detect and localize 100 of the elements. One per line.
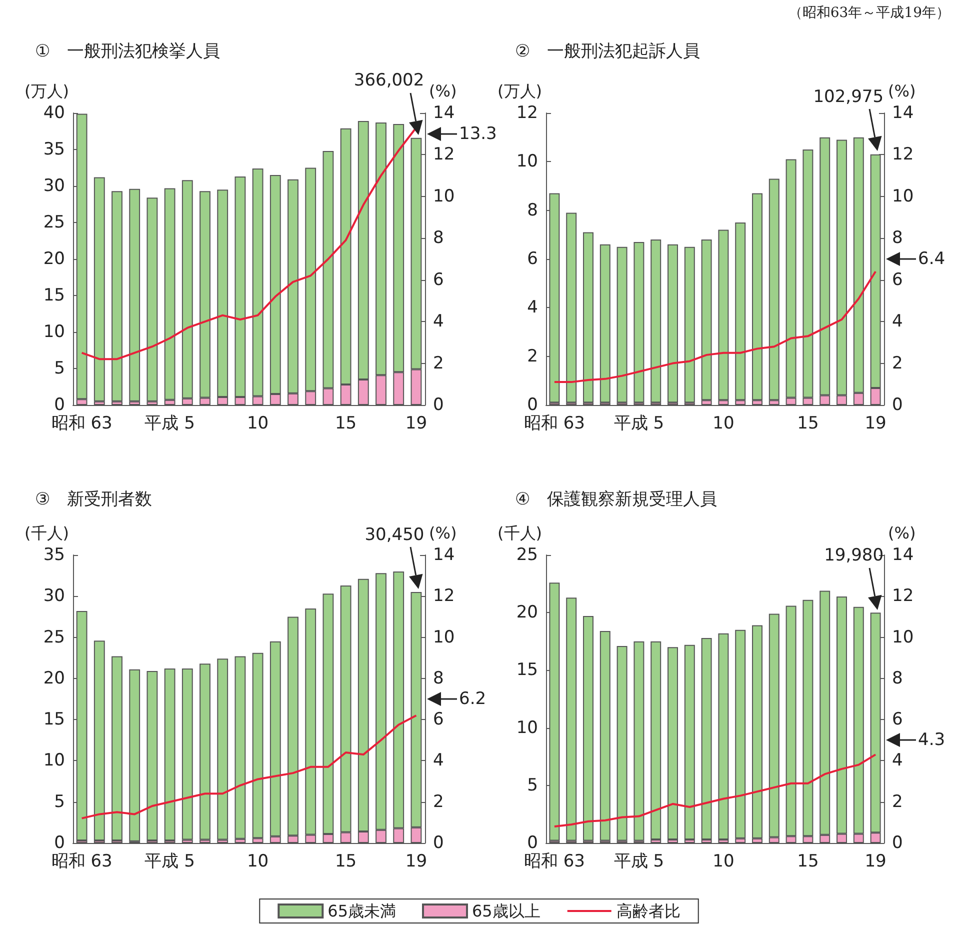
y-tick-label: 10	[516, 152, 538, 172]
y2-tick-label: 14	[433, 103, 455, 123]
x-tick-label: 15	[334, 852, 357, 872]
x-tick-label: 平成 5	[614, 852, 664, 872]
y2-tick-label: 4	[433, 750, 444, 771]
text: 4.3	[918, 730, 946, 750]
annotation: 366,002	[354, 70, 424, 90]
y-tick-label: 15	[43, 286, 65, 306]
text: （昭和63年～平成19年）	[788, 5, 950, 21]
y2-tick-label: 14	[433, 545, 455, 565]
y2-tick-label: 8	[892, 228, 903, 248]
y2-tick-label: 0	[892, 395, 903, 415]
y2-axis-title: (%)	[429, 82, 457, 100]
y-tick-label: 25	[516, 545, 538, 565]
y2-axis-title: (%)	[888, 524, 916, 542]
y-tick-label: 0	[54, 395, 65, 415]
y-tick-label: 15	[516, 660, 538, 680]
x-tick-label: 平成 5	[144, 414, 195, 434]
x-tick-label: 15	[334, 414, 357, 434]
x-tick-label: 10	[712, 414, 734, 434]
x-tick-label: 15	[797, 852, 819, 872]
y-tick-label: 0	[527, 833, 538, 853]
annotation: 19,980	[824, 545, 884, 566]
y-tick-label: 40	[43, 103, 65, 123]
y2-tick-label: 14	[892, 545, 914, 565]
legend-label: 65歳未満	[328, 902, 396, 920]
x-tick-label: 10	[246, 414, 269, 434]
y2-tick-label: 14	[892, 103, 914, 123]
y2-tick-label: 6	[892, 270, 903, 290]
y-tick-label: 35	[43, 545, 65, 565]
legend-label: 高齢者比	[616, 902, 680, 920]
y2-tick-label: 12	[433, 586, 455, 606]
x-tick-label: 19	[405, 414, 428, 434]
y2-tick-label: 10	[892, 627, 914, 648]
y-tick-label: 30	[43, 176, 65, 196]
y2-tick-label: 2	[433, 792, 444, 812]
y2-tick-label: 0	[892, 833, 903, 853]
legend-label: 65歳以上	[472, 902, 540, 920]
y-axis-title: (万人)	[24, 82, 69, 100]
y-tick-label: 5	[527, 775, 538, 796]
chart-title: ③ 新受刑者数	[35, 490, 152, 510]
x-tick-label: 10	[246, 852, 269, 872]
y-tick-label: 25	[43, 627, 65, 648]
x-tick-label: 10	[712, 852, 734, 872]
y-axis-title: (万人)	[498, 82, 542, 100]
chart-title: ① 一般刑法犯検挙人員	[35, 42, 220, 62]
x-tick-label: 平成 5	[614, 414, 664, 434]
text: 6.2	[459, 689, 486, 709]
y2-tick-label: 8	[892, 668, 903, 688]
y2-tick-label: 6	[433, 710, 444, 730]
y-tick-label: 30	[43, 586, 65, 606]
x-tick-label: 昭和 63	[524, 414, 585, 434]
y2-axis-title: (%)	[429, 524, 457, 542]
y2-tick-label: 10	[433, 186, 455, 206]
x-tick-label: 平成 5	[144, 852, 195, 872]
annotation: 30,450	[364, 524, 424, 545]
y-tick-label: 35	[43, 140, 65, 160]
y-tick-label: 8	[527, 200, 538, 220]
y-tick-label: 15	[43, 710, 65, 730]
x-tick-label: 昭和 63	[51, 852, 112, 872]
y2-tick-label: 2	[892, 792, 903, 812]
y-tick-label: 2	[527, 346, 538, 366]
y-tick-label: 20	[43, 668, 65, 688]
y-tick-label: 20	[516, 602, 538, 623]
y2-tick-label: 8	[433, 228, 444, 248]
x-tick-label: 昭和 63	[51, 414, 112, 434]
x-tick-label: 19	[864, 852, 886, 872]
y-tick-label: 5	[54, 792, 65, 812]
chart-title: ② 一般刑法犯起訴人員	[515, 42, 700, 62]
y2-tick-label: 12	[892, 586, 914, 606]
y2-axis-title: (%)	[888, 82, 916, 100]
y-tick-label: 12	[516, 103, 538, 123]
y-tick-label: 0	[54, 833, 65, 853]
y2-tick-label: 0	[433, 833, 444, 853]
y-tick-label: 10	[516, 718, 538, 738]
y-tick-label: 5	[54, 358, 65, 378]
y-tick-label: 4	[527, 298, 538, 318]
text: 6.4	[918, 249, 946, 269]
y-tick-label: 10	[43, 750, 65, 771]
y2-tick-label: 4	[892, 312, 903, 332]
x-tick-label: 19	[405, 852, 428, 872]
y-tick-label: 10	[43, 322, 65, 342]
y2-tick-label: 0	[433, 395, 444, 415]
y2-tick-label: 10	[433, 627, 455, 648]
annotation: 102,975	[813, 86, 884, 107]
y2-tick-label: 2	[892, 353, 903, 374]
y2-tick-label: 12	[433, 144, 455, 165]
x-tick-label: 昭和 63	[524, 852, 585, 872]
y-tick-label: 0	[527, 395, 538, 415]
y2-tick-label: 8	[433, 668, 444, 688]
y2-tick-label: 4	[892, 750, 903, 771]
y-tick-label: 6	[527, 249, 538, 269]
y2-tick-label: 6	[892, 710, 903, 730]
text: 13.3	[459, 124, 497, 144]
x-tick-label: 15	[797, 414, 819, 434]
y-axis-title: (千人)	[24, 524, 69, 542]
y2-tick-label: 6	[433, 270, 444, 290]
x-tick-label: 19	[864, 414, 886, 434]
y2-tick-label: 10	[892, 186, 914, 206]
y-tick-label: 25	[43, 212, 65, 232]
